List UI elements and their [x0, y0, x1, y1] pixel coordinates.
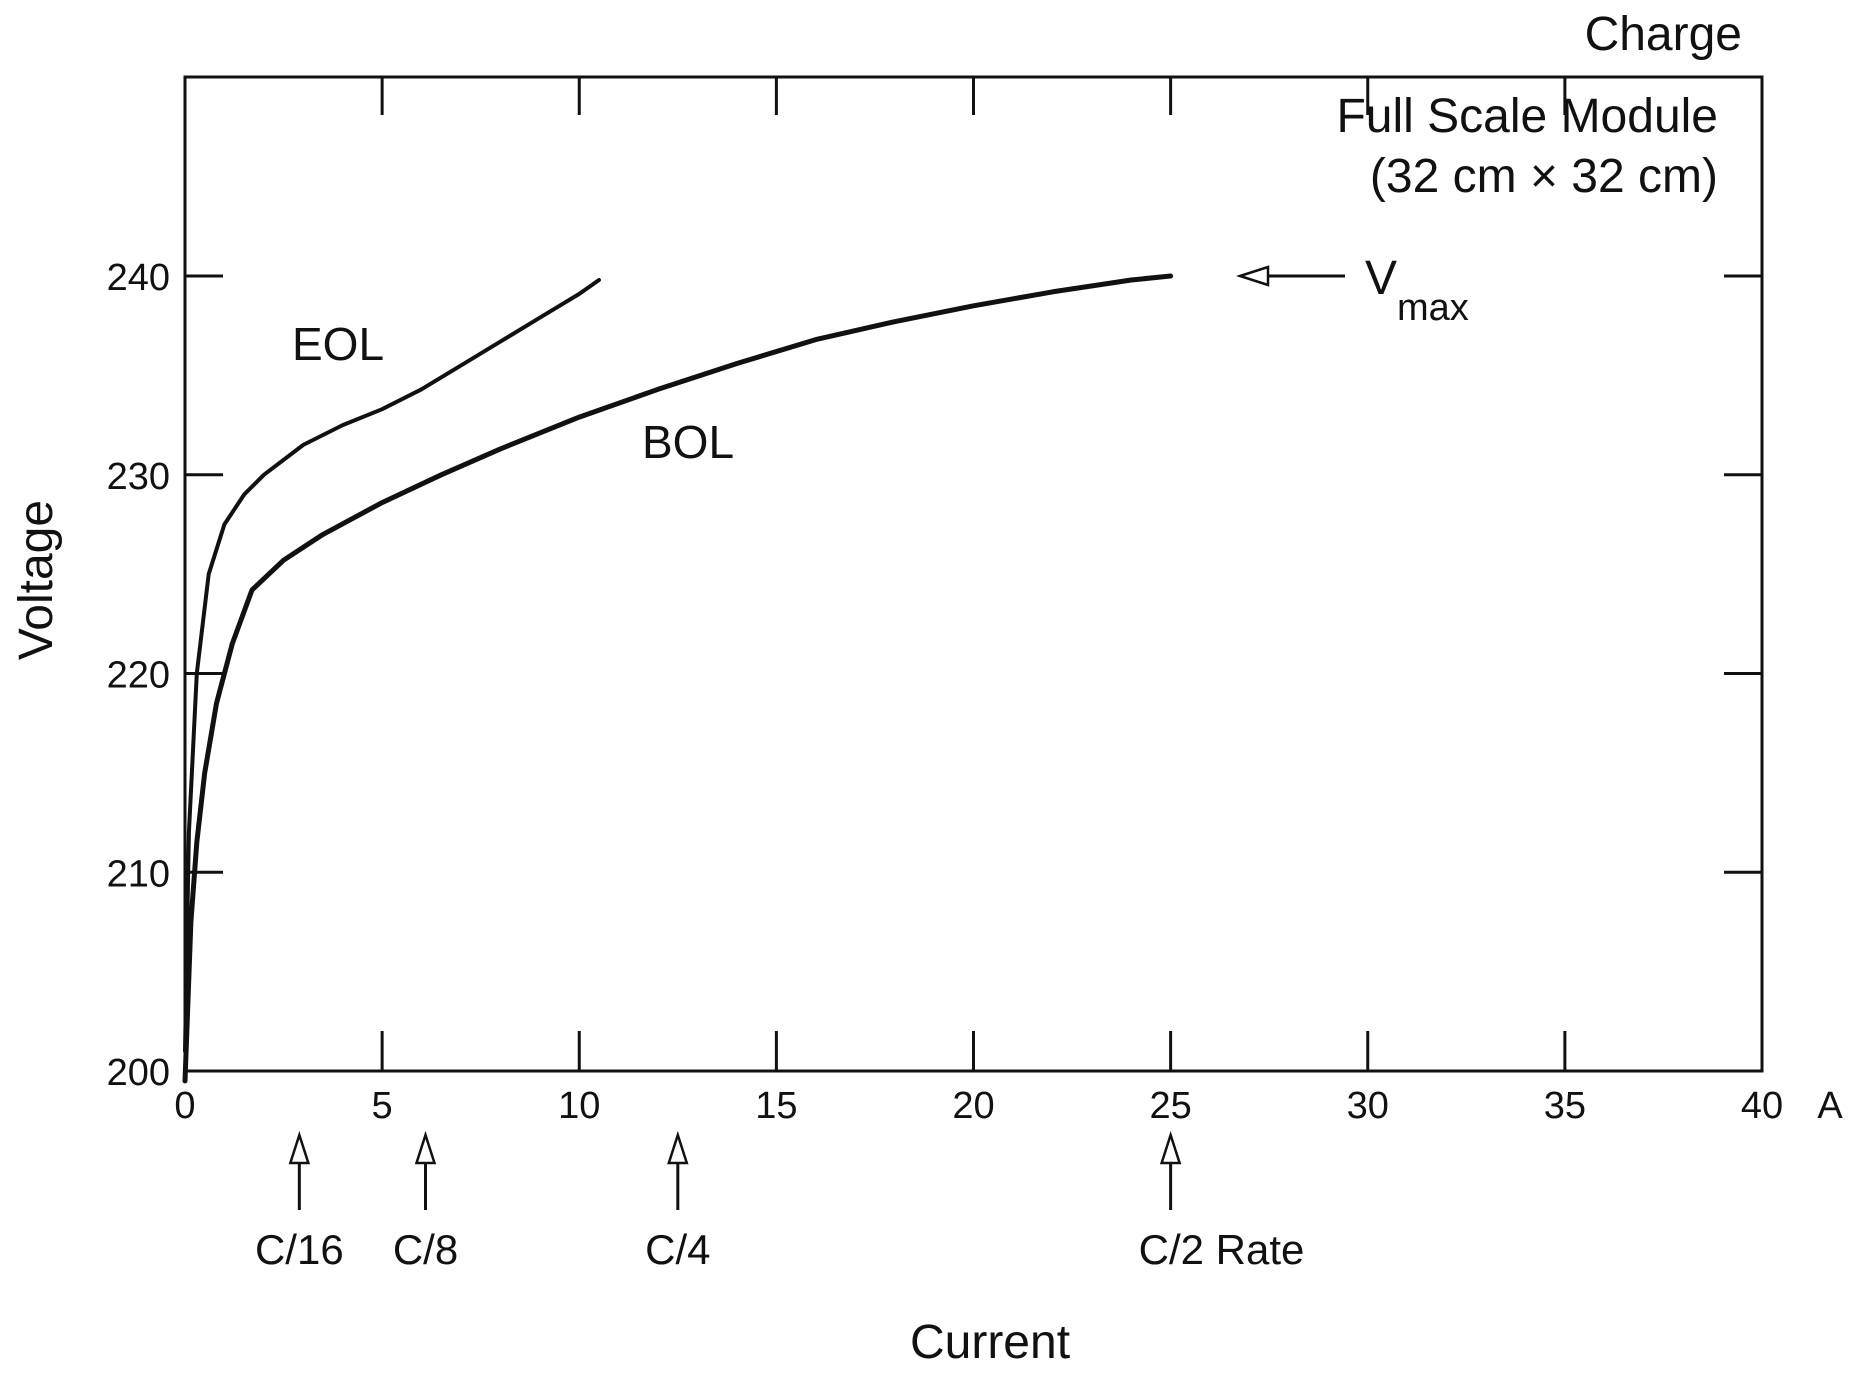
x-tick-label: 40	[1741, 1085, 1783, 1127]
x-unit-label: A	[1817, 1085, 1843, 1127]
x-axis-label: Current	[910, 1316, 1070, 1369]
axis-ticks	[183, 77, 1764, 1073]
series-label-eol: EOL	[292, 318, 384, 370]
chart-title: Charge	[1585, 8, 1742, 61]
rate-marker-label: C/4	[645, 1226, 710, 1273]
vmax-label: Vmax	[1365, 252, 1469, 329]
y-axis-label: Voltage	[10, 500, 63, 660]
x-tick-label: 15	[755, 1085, 797, 1127]
x-tick-label: 5	[372, 1085, 393, 1127]
labels-layer: 0 5 10 15 20 25 30 35 40 200 210 220 230 240 A Current V…	[10, 8, 1843, 1369]
rate-markers-layer	[288, 265, 1345, 1210]
x-tick-label: 25	[1149, 1085, 1191, 1127]
rate-marker-arrowhead	[414, 1130, 437, 1165]
rate-marker-label: C/2 Rate	[1139, 1226, 1305, 1273]
y-tick-label: 220	[107, 655, 170, 697]
x-tick-label: 10	[558, 1085, 600, 1127]
x-tick-label: 30	[1347, 1085, 1389, 1127]
series-line-eol	[183, 278, 601, 1054]
module-annotation-line: Full Scale Module	[1336, 90, 1718, 143]
y-tick-label: 240	[107, 257, 170, 299]
rate-marker-label: C/16	[255, 1226, 344, 1273]
rate-marker-arrowhead	[1159, 1130, 1182, 1165]
y-tick-label: 230	[107, 456, 170, 498]
rate-marker-label: C/8	[393, 1226, 458, 1273]
x-tick-label: 0	[174, 1085, 195, 1127]
plot-frame	[183, 75, 1764, 1073]
vmax-label-main: V	[1365, 252, 1397, 305]
x-tick-label: 35	[1544, 1085, 1586, 1127]
vmax-arrow-head	[1235, 265, 1270, 287]
y-tick-label: 210	[107, 853, 170, 895]
y-tick-label: 200	[107, 1052, 170, 1094]
module-annotation-line: (32 cm × 32 cm)	[1370, 150, 1718, 203]
vmax-label-subscript: max	[1397, 287, 1469, 329]
series-line-bol	[182, 273, 1174, 1084]
series-label-bol: BOL	[642, 416, 734, 468]
series-layer	[182, 273, 1174, 1084]
x-tick-label: 20	[952, 1085, 994, 1127]
rate-marker-arrowhead	[288, 1130, 311, 1165]
rate-marker-arrowhead	[667, 1130, 689, 1165]
